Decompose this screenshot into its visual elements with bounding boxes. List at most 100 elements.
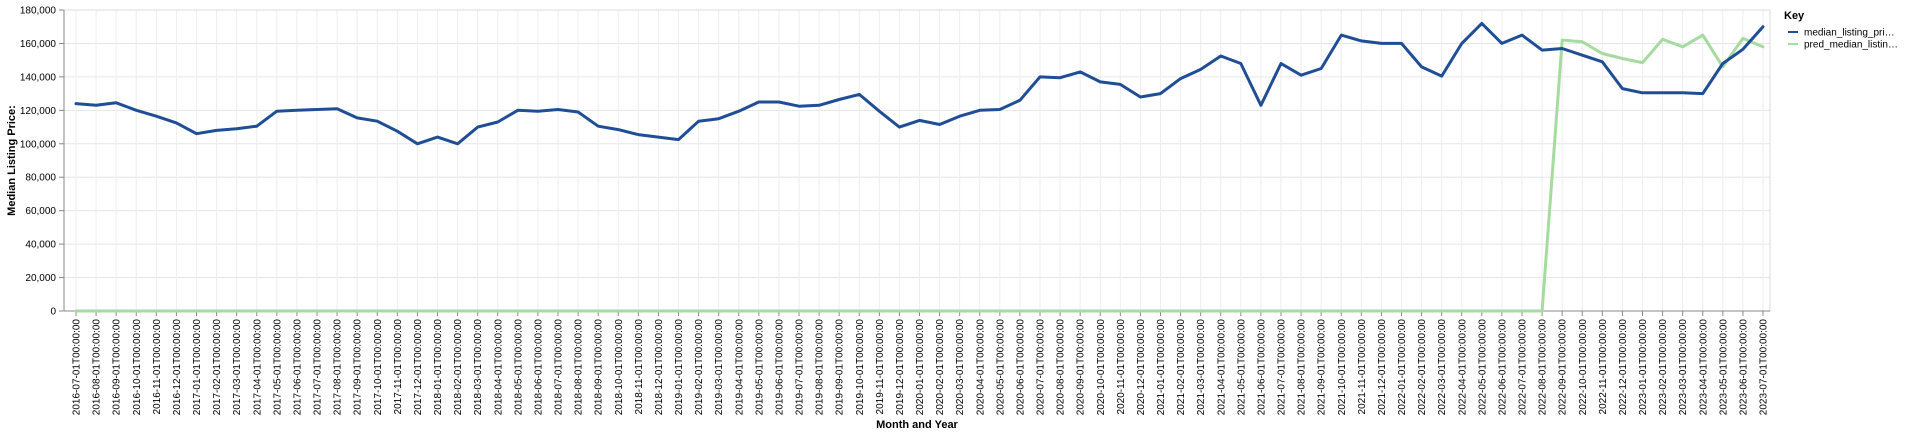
legend-items: median_listing_pri…pred_median_listin… (1788, 28, 1898, 51)
x-tick-label: 2022-02-01T00:00:00 (1417, 319, 1428, 416)
x-tick-label: 2022-12-01T00:00:00 (1618, 319, 1629, 416)
x-tick-label: 2022-05-01T00:00:00 (1477, 319, 1488, 416)
x-tick-label: 2017-07-01T00:00:00 (313, 319, 324, 416)
series-line-pred_median_listing_price (74, 33, 1765, 313)
x-tick-label: 2021-08-01T00:00:00 (1297, 319, 1308, 416)
x-tick-label: 2022-03-01T00:00:00 (1437, 319, 1448, 416)
x-tick-label: 2020-01-01T00:00:00 (915, 319, 926, 416)
x-tick-label: 2023-06-01T00:00:00 (1738, 319, 1749, 416)
y-tick-label: 80,000 (25, 173, 56, 184)
y-tick-labels: 0 20,000 40,000 60,000 80,000 100,000 120,000 1… (20, 6, 57, 318)
x-tick-label: 2019-08-01T00:00:00 (815, 319, 826, 416)
x-tick-label: 2017-12-01T00:00:00 (413, 319, 424, 416)
legend-label: median_listing_pri… (1804, 28, 1895, 39)
x-tick-label: 2020-02-01T00:00:00 (935, 319, 946, 416)
x-tick-label: 2021-05-01T00:00:00 (1236, 319, 1247, 416)
y-tick-label: 20,000 (25, 273, 56, 284)
x-tick-label: 2021-12-01T00:00:00 (1377, 319, 1388, 416)
series-lines (74, 21, 1765, 313)
x-tick-label: 2016-09-01T00:00:00 (112, 319, 123, 416)
x-tick-label: 2019-09-01T00:00:00 (835, 319, 846, 416)
x-tick-label: 2020-05-01T00:00:00 (995, 319, 1006, 416)
y-tick-label: 120,000 (20, 106, 57, 117)
x-tick-label: 2020-06-01T00:00:00 (1015, 319, 1026, 416)
x-tick-label: 2021-11-01T00:00:00 (1357, 319, 1368, 415)
x-tick-label: 2018-04-01T00:00:00 (493, 319, 504, 416)
x-tick-label: 2019-12-01T00:00:00 (895, 319, 906, 416)
x-tick-label: 2019-10-01T00:00:00 (855, 319, 866, 416)
y-tick-label: 140,000 (20, 72, 57, 83)
x-tick-label: 2018-06-01T00:00:00 (533, 319, 544, 416)
x-tick-label: 2018-07-01T00:00:00 (554, 319, 565, 416)
x-tick-label: 2018-05-01T00:00:00 (513, 319, 524, 416)
x-tick-label: 2021-07-01T00:00:00 (1277, 319, 1288, 416)
legend-title: Key (1784, 10, 1805, 22)
x-tick-label: 2019-11-01T00:00:00 (875, 319, 886, 415)
x-tick-label: 2019-03-01T00:00:00 (714, 319, 725, 416)
y-tick-label: 60,000 (25, 206, 56, 217)
x-tick-label: 2018-11-01T00:00:00 (634, 319, 645, 415)
x-tick-label: 2023-04-01T00:00:00 (1698, 319, 1709, 416)
x-tick-label: 2017-08-01T00:00:00 (333, 319, 344, 416)
x-tick-label: 2019-04-01T00:00:00 (734, 319, 745, 416)
y-tick-label: 160,000 (20, 39, 57, 50)
x-tick-label: 2023-03-01T00:00:00 (1678, 319, 1689, 416)
x-tick-label: 2023-07-01T00:00:00 (1759, 319, 1770, 416)
x-tick-label: 2017-04-01T00:00:00 (252, 319, 263, 416)
x-axis-title: Month and Year (876, 419, 958, 431)
x-tick-label: 2017-09-01T00:00:00 (353, 319, 364, 416)
x-tick-label: 2021-01-01T00:00:00 (1156, 319, 1167, 416)
y-tick-label: 180,000 (20, 6, 57, 17)
x-tick-label: 2021-03-01T00:00:00 (1196, 319, 1207, 416)
series-line-median_listing_price (74, 21, 1765, 146)
x-tick-label: 2020-03-01T00:00:00 (955, 319, 966, 416)
x-tick-label: 2018-01-01T00:00:00 (433, 319, 444, 416)
x-tick-label: 2020-12-01T00:00:00 (1136, 319, 1147, 416)
x-tick-label: 2022-10-01T00:00:00 (1578, 319, 1589, 416)
x-tick-labels: 2016-07-01T00:00:00 2016-08-01T00:00:00 20… (72, 319, 1770, 416)
x-tick-label: 2022-04-01T00:00:00 (1457, 319, 1468, 416)
x-tick-label: 2019-02-01T00:00:00 (694, 319, 705, 416)
x-tick-label: 2021-04-01T00:00:00 (1216, 319, 1227, 416)
legend: Key median_listing_pri…pred_median_listi… (1784, 10, 1898, 51)
x-tick-label: 2022-07-01T00:00:00 (1518, 319, 1529, 416)
x-tick-label: 2023-05-01T00:00:00 (1718, 319, 1729, 416)
x-tick-label: 2020-08-01T00:00:00 (1056, 319, 1067, 416)
x-tick-label: 2018-09-01T00:00:00 (594, 319, 605, 416)
x-tick-label: 2019-06-01T00:00:00 (774, 319, 785, 416)
x-tick-label: 2016-10-01T00:00:00 (132, 319, 143, 416)
x-tick-label: 2018-12-01T00:00:00 (654, 319, 665, 416)
x-tick-label: 2021-10-01T00:00:00 (1337, 319, 1348, 416)
x-tick-label: 2020-09-01T00:00:00 (1076, 319, 1087, 416)
x-tick-label: 2021-09-01T00:00:00 (1317, 319, 1328, 416)
x-tick-label: 2020-04-01T00:00:00 (975, 319, 986, 416)
y-tick-label: 0 (50, 307, 56, 318)
x-tick-label: 2021-02-01T00:00:00 (1176, 319, 1187, 416)
x-tick-label: 2017-10-01T00:00:00 (373, 319, 384, 416)
x-tick-label: 2017-06-01T00:00:00 (292, 319, 303, 416)
x-tick-label: 2022-06-01T00:00:00 (1497, 319, 1508, 416)
x-tick-label: 2017-02-01T00:00:00 (212, 319, 223, 416)
x-tick-label: 2018-10-01T00:00:00 (614, 319, 625, 416)
x-tick-label: 2016-12-01T00:00:00 (172, 319, 183, 416)
y-axis-title: Median Listing Price: (6, 105, 18, 216)
x-tick-label: 2017-11-01T00:00:00 (393, 319, 404, 415)
x-gridlines (75, 10, 1764, 311)
x-tick-label: 2020-11-01T00:00:00 (1116, 319, 1127, 415)
x-tick-label: 2022-01-01T00:00:00 (1397, 319, 1408, 416)
x-tick-label: 2019-01-01T00:00:00 (674, 319, 685, 416)
x-tick-label: 2017-01-01T00:00:00 (192, 319, 203, 416)
x-tick-label: 2016-11-01T00:00:00 (152, 319, 163, 415)
x-tick-label: 2018-03-01T00:00:00 (473, 319, 484, 416)
x-tick-label: 2022-09-01T00:00:00 (1558, 319, 1569, 416)
x-tick-label: 2020-10-01T00:00:00 (1096, 319, 1107, 416)
x-tick-label: 2019-07-01T00:00:00 (795, 319, 806, 416)
x-tick-label: 2022-08-01T00:00:00 (1538, 319, 1549, 416)
x-tick-label: 2020-07-01T00:00:00 (1036, 319, 1047, 416)
x-tick-label: 2019-05-01T00:00:00 (754, 319, 765, 416)
x-tick-label: 2016-08-01T00:00:00 (92, 319, 103, 416)
legend-label: pred_median_listin… (1804, 40, 1898, 51)
x-tick-label: 2022-11-01T00:00:00 (1598, 319, 1609, 415)
